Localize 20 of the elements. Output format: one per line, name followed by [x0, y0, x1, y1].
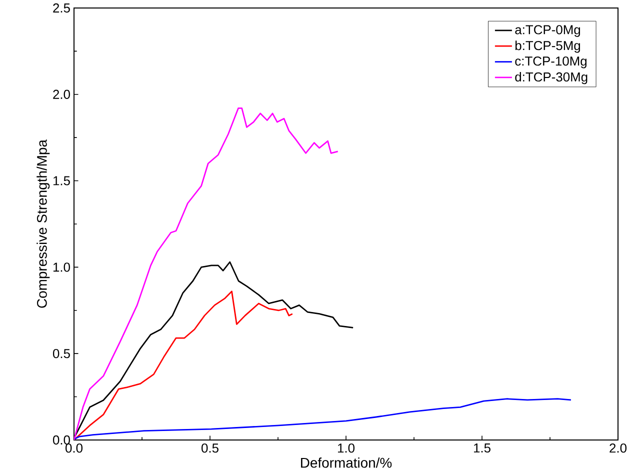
legend-label: a:TCP-0Mg	[515, 25, 580, 37]
x-tick-label: 0.0	[66, 444, 83, 453]
y-tick-label: 1.5	[53, 176, 70, 186]
y-tick-label: 2.0	[53, 90, 70, 99]
x-tick-label: 2.0	[610, 444, 627, 453]
line-series	[74, 398, 572, 440]
y-tick-label: 1.0	[53, 262, 70, 272]
line-series	[74, 290, 294, 440]
x-tick-label: 0.5	[202, 444, 218, 453]
line-series	[74, 108, 339, 440]
x-tick-label: 1.0	[338, 444, 355, 453]
y-axis-title: Compressive Strength/Mpa	[36, 140, 50, 308]
x-tick-label: 1.5	[474, 444, 490, 453]
y-tick-label: 0.0	[52, 435, 70, 445]
legend-label: c:TCP-10Mg	[515, 56, 586, 68]
x-axis-title: Deformation/%	[301, 458, 392, 468]
y-tick-label: 0.5	[52, 348, 70, 358]
legend-label: d:TCP-30Mg	[515, 72, 588, 84]
y-tick-label: 2.5	[53, 3, 70, 13]
legend-label: b:TCP-5Mg	[515, 40, 580, 53]
